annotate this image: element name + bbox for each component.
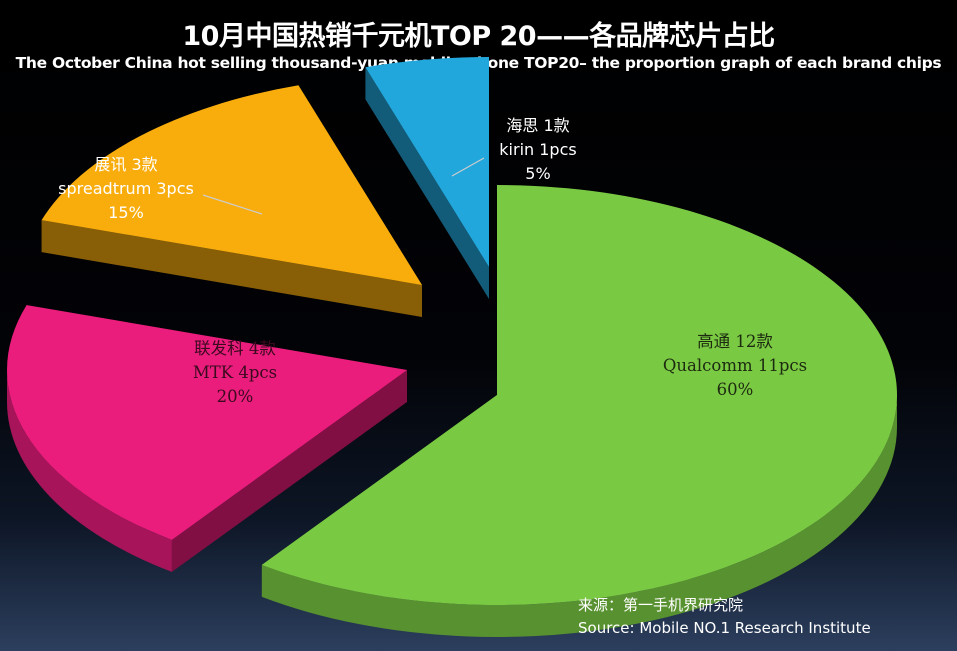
slice-side-spreadtrum-start: [41, 220, 422, 317]
slice-label-spreadtrum: 展讯 3款 spreadtrum 3pcs 15%: [36, 153, 216, 225]
slice-label-kirin: 海思 1款 kirin 1pcs 5%: [478, 114, 598, 186]
slice-mtk: [6, 305, 407, 540]
slice-kirin: [365, 57, 489, 267]
slice-label-qualcomm-cn: 高通 12款: [697, 332, 773, 351]
slice-label-kirin-en: kirin 1pcs: [499, 140, 577, 159]
slice-label-spreadtrum-en: spreadtrum 3pcs: [58, 179, 194, 198]
slice-qualcomm: [261, 185, 898, 605]
slice-label-spreadtrum-percent: 15%: [108, 203, 144, 222]
leader-line-kirin: [451, 157, 485, 177]
source-note-en: Source: Mobile NO.1 Research Institute: [578, 619, 871, 637]
source-note-cn: 来源：第一手机界研究院: [578, 596, 744, 614]
slice-label-mtk: 联发科 4款 MTK 4pcs 20%: [150, 337, 320, 409]
source-note: 来源：第一手机界研究院 Source: Mobile NO.1 Research…: [578, 594, 871, 640]
slice-label-qualcomm: 高通 12款 Qualcomm 11pcs 60%: [640, 330, 830, 402]
chart-title: 10月中国热销千元机TOP 20——各品牌芯片占比: [182, 21, 775, 52]
slice-spreadtrum: [41, 85, 422, 285]
slice-label-spreadtrum-cn: 展讯 3款: [94, 155, 158, 174]
slice-rim-mtk: [7, 370, 172, 572]
leader-line-spreadtrum: [202, 194, 263, 215]
slice-label-qualcomm-en: Qualcomm 11pcs: [662, 356, 808, 375]
slice-label-kirin-cn: 海思 1款: [506, 116, 570, 135]
slice-label-mtk-cn: 联发科 4款: [194, 339, 276, 358]
slice-label-kirin-percent: 5%: [525, 164, 551, 183]
slice-label-qualcomm-percent: 60%: [716, 380, 754, 399]
slice-side-kirin-start: [365, 67, 489, 299]
slice-side-mtk-start: [171, 370, 407, 572]
slice-label-mtk-percent: 20%: [216, 387, 254, 406]
slice-rim-qualcomm: [261, 395, 898, 638]
slice-label-mtk-en: MTK 4pcs: [192, 363, 278, 382]
